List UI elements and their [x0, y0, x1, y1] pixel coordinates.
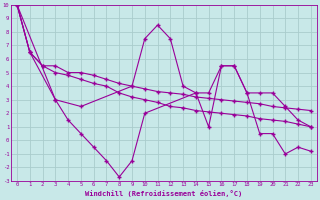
- X-axis label: Windchill (Refroidissement éolien,°C): Windchill (Refroidissement éolien,°C): [85, 190, 243, 197]
